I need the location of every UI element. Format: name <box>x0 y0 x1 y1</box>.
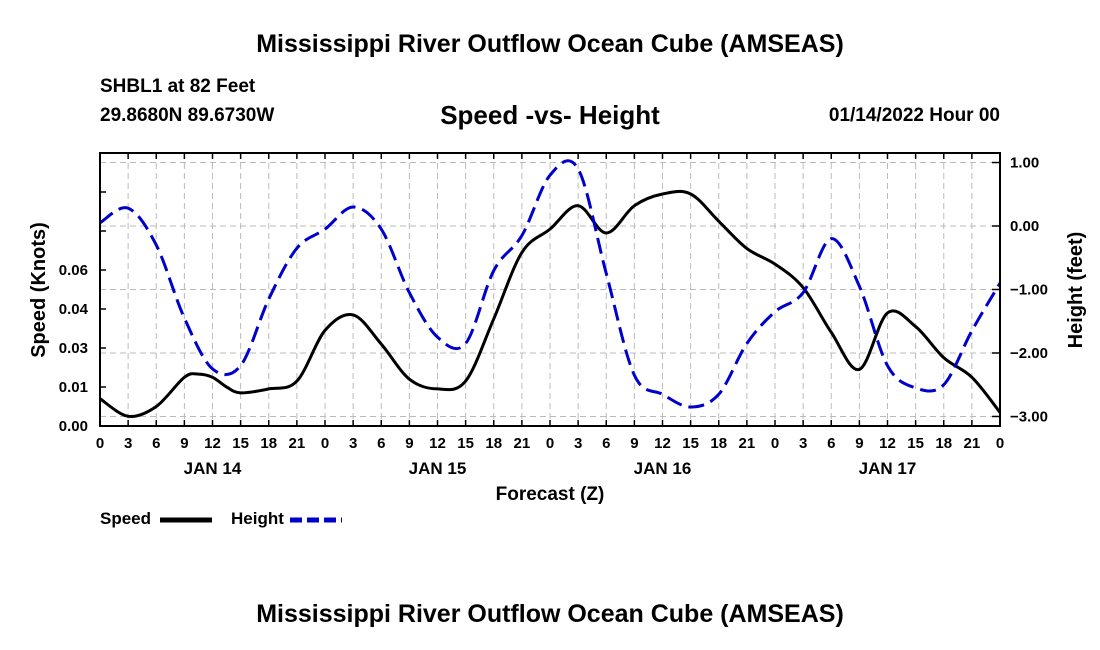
y2-tick-label: −3.00 <box>1010 408 1048 425</box>
x-tick-label: 3 <box>124 435 132 452</box>
x-day-label: JAN 14 <box>184 459 242 478</box>
x-tick-label: 0 <box>321 435 329 452</box>
y-axis-label: Speed (Knots) <box>28 222 50 358</box>
y-tick-label: 0.03 <box>59 340 88 357</box>
y-tick-label: 0.01 <box>59 379 88 396</box>
x-day-label: JAN 16 <box>634 459 692 478</box>
x-tick-label: 0 <box>546 435 554 452</box>
x-tick-label: 12 <box>654 435 671 452</box>
y-tick-label: 0.04 <box>59 301 89 318</box>
x-tick-label: 12 <box>204 435 221 452</box>
axes: 0 3 6 9 12 15 18 21 0 3 6 9 12 15 18 21 0 3 6 9 12 15 18 21 0 3 6 9… <box>59 153 1048 478</box>
x-tick-label: 9 <box>180 435 188 452</box>
x-tick-label: 21 <box>514 435 531 452</box>
x-tick-label: 21 <box>739 435 756 452</box>
chart-subtitle: Speed -vs- Height <box>440 100 660 130</box>
coordinates-label: 29.8680N 89.6730W <box>100 105 275 126</box>
chart-title: Mississippi River Outflow Ocean Cube (AM… <box>256 30 844 58</box>
x-tick-label: 0 <box>771 435 779 452</box>
x-day-label: JAN 15 <box>409 459 467 478</box>
series-height-line <box>99 159 1002 409</box>
x-tick-label: 21 <box>289 435 306 452</box>
x-tick-label: 15 <box>457 435 474 452</box>
grid <box>100 153 1000 426</box>
footer-title: Mississippi River Outflow Ocean Cube (AM… <box>256 600 844 628</box>
x-tick-label: 0 <box>996 435 1004 452</box>
y2-tick-label: −2.00 <box>1010 345 1048 362</box>
x-tick-label: 9 <box>630 435 638 452</box>
x-tick-label: 18 <box>710 435 727 452</box>
x-tick-label: 12 <box>879 435 896 452</box>
forecast-datetime: 01/14/2022 Hour 00 <box>828 105 1000 126</box>
x-tick-label: 21 <box>964 435 981 452</box>
station-label: SHBL1 at 82 Feet <box>100 76 256 97</box>
y-tick-label: 0.06 <box>59 262 88 279</box>
x-tick-label: 3 <box>799 435 807 452</box>
x-axis-label: Forecast (Z) <box>496 484 605 505</box>
x-tick-label: 9 <box>855 435 863 452</box>
x-tick-label: 18 <box>935 435 952 452</box>
x-tick-label: 6 <box>602 435 610 452</box>
x-tick-label: 6 <box>377 435 385 452</box>
y-tick-label: 0.00 <box>59 418 88 435</box>
x-tick-label: 3 <box>574 435 582 452</box>
series-lines <box>99 159 1002 419</box>
series-speed-line <box>99 189 1002 419</box>
x-tick-label: 3 <box>349 435 357 452</box>
legend-speed-label: Speed <box>100 509 152 528</box>
x-tick-label: 15 <box>907 435 924 452</box>
x-tick-label: 15 <box>682 435 699 452</box>
x-day-label: JAN 17 <box>859 459 917 478</box>
x-tick-label: 18 <box>260 435 277 452</box>
x-tick-label: 18 <box>485 435 502 452</box>
x-tick-label: 9 <box>405 435 413 452</box>
legend-height-label: Height <box>231 509 284 528</box>
x-tick-label: 0 <box>96 435 104 452</box>
x-tick-label: 6 <box>827 435 835 452</box>
x-tick-label: 6 <box>152 435 160 452</box>
y2-tick-label: −1.00 <box>1010 282 1048 299</box>
y2-tick-label: 0.00 <box>1010 218 1039 235</box>
y2-axis-label: Height (feet) <box>1065 232 1087 349</box>
y2-tick-label: 1.00 <box>1010 155 1039 172</box>
x-tick-label: 15 <box>232 435 249 452</box>
x-tick-label: 12 <box>429 435 446 452</box>
